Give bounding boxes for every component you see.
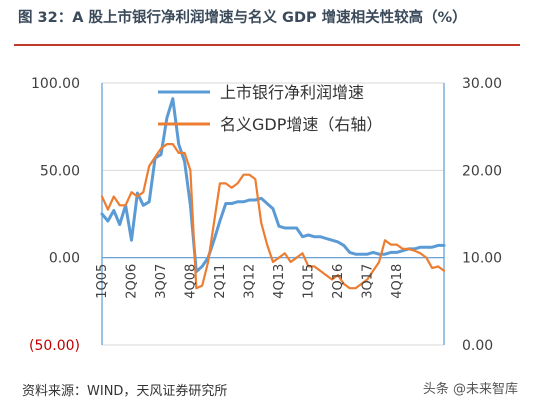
x-tick-label: 4Q08 bbox=[183, 264, 198, 299]
chart-tick-labels: (50.00) 0.00 50.00 100.00 0.00 10.00 20.00 30.0… bbox=[29, 76, 502, 354]
x-tick-label: 3Q17 bbox=[360, 264, 375, 299]
left-tick-label: 100.00 bbox=[31, 76, 80, 92]
x-tick-label: 4Q18 bbox=[390, 264, 405, 299]
chart-title: 图 32：A 股上市银行净利润增速与名义 GDP 增速相关性较高（%） bbox=[18, 10, 467, 26]
series-line-nominal-gdp bbox=[100, 143, 446, 290]
right-tick-label: 30.00 bbox=[462, 76, 502, 92]
left-tick-label: (50.00) bbox=[29, 338, 80, 354]
x-tick-label: 2Q06 bbox=[124, 264, 139, 299]
right-tick-label: 10.00 bbox=[462, 251, 502, 267]
x-tick-label: 3Q07 bbox=[154, 264, 169, 299]
source-note: 资料来源：WIND，天风证券研究所 bbox=[22, 384, 228, 399]
x-tick-label: 3Q12 bbox=[242, 264, 257, 299]
legend-label: 名义GDP增速（右轴） bbox=[220, 115, 382, 134]
series-line-bank-profit bbox=[100, 97, 446, 274]
x-tick-label: 2Q16 bbox=[331, 264, 346, 299]
x-tick-label: 1Q05 bbox=[95, 264, 110, 299]
chart-series bbox=[100, 97, 446, 290]
right-tick-label: 0.00 bbox=[462, 338, 493, 354]
legend-label: 上市银行净利润增速 bbox=[220, 83, 364, 102]
x-tick-label: 1Q15 bbox=[301, 264, 316, 299]
x-tick-label: 4Q13 bbox=[272, 264, 287, 299]
right-tick-label: 20.00 bbox=[462, 163, 502, 179]
watermark: 头条 @未来智库 bbox=[422, 382, 518, 397]
title-divider bbox=[14, 44, 520, 46]
left-tick-label: 50.00 bbox=[40, 163, 80, 179]
left-tick-label: 0.00 bbox=[49, 251, 80, 267]
x-tick-label: 2Q11 bbox=[213, 264, 228, 299]
